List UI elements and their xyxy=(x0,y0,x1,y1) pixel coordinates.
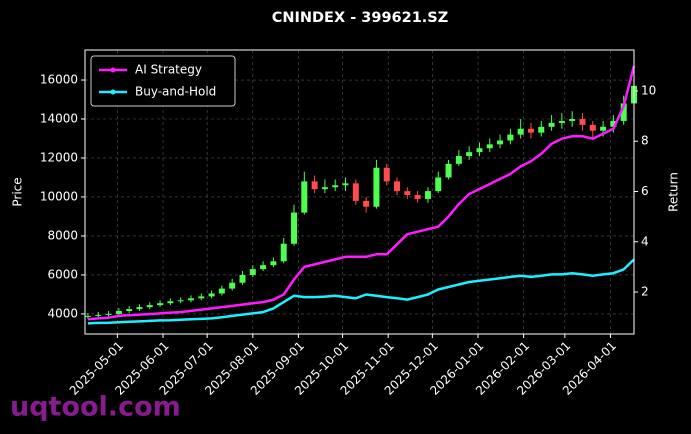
legend-frame xyxy=(90,55,236,107)
candle-body xyxy=(486,144,493,149)
candle-body xyxy=(136,307,143,310)
candle-body xyxy=(177,300,184,302)
watermark: uqtool.com xyxy=(10,392,181,423)
candle-body xyxy=(455,156,462,164)
candle-body xyxy=(620,103,627,121)
y-tick-label: 14000 xyxy=(40,112,78,126)
grid xyxy=(85,50,634,334)
candle-body xyxy=(445,163,452,178)
y-tick-label: 12000 xyxy=(40,150,78,164)
candle-body xyxy=(569,119,576,121)
candle-body xyxy=(146,305,153,308)
legend-marker xyxy=(110,67,116,73)
candle-body xyxy=(610,120,617,127)
candle-body xyxy=(476,148,483,153)
y2-axis-label: Return xyxy=(667,172,681,212)
candle-body xyxy=(363,200,370,207)
candle-body xyxy=(239,274,246,283)
candle-body xyxy=(383,167,390,182)
legend-label: AI Strategy xyxy=(135,63,202,77)
y-tick-label: 8000 xyxy=(47,228,78,242)
candle-body xyxy=(394,181,401,192)
y-tick-label: 16000 xyxy=(40,73,78,87)
candle-body xyxy=(115,310,122,314)
candle-body xyxy=(517,128,524,135)
candle-body xyxy=(600,126,607,131)
candle-body xyxy=(291,212,298,244)
candle-body xyxy=(404,191,411,196)
candle-body xyxy=(589,124,596,131)
candle-body xyxy=(579,119,586,125)
series-line xyxy=(87,258,635,325)
candle-body xyxy=(497,140,504,145)
candle-body xyxy=(218,288,225,294)
y2-tick-label: 10 xyxy=(641,83,656,97)
candle-body xyxy=(435,177,442,192)
y2-tick-label: 6 xyxy=(641,184,649,198)
candle-body xyxy=(373,167,380,207)
candle-body xyxy=(157,303,164,306)
candle-body xyxy=(321,187,328,190)
chart-title: CNINDEX - 399621.SZ xyxy=(272,10,449,26)
candle-body xyxy=(126,309,133,311)
candle-body xyxy=(424,191,431,199)
legend-label: Buy-and-Hold xyxy=(135,85,216,99)
candle-body xyxy=(249,269,256,275)
candle-body xyxy=(311,181,318,190)
candle-body xyxy=(301,181,308,213)
y-tick-label: 6000 xyxy=(47,267,78,281)
candle-body xyxy=(84,315,91,317)
candle-body xyxy=(342,183,349,186)
candle-body xyxy=(229,282,236,289)
candle-body xyxy=(414,195,421,199)
candle-body xyxy=(208,293,215,297)
candle-body xyxy=(95,314,102,316)
candle-body xyxy=(198,296,205,299)
candle-body xyxy=(332,185,339,188)
y2-tick-label: 4 xyxy=(641,234,649,248)
candle-body xyxy=(270,261,277,266)
y-axis-label: Price xyxy=(11,177,25,206)
legend-marker xyxy=(110,89,116,95)
candle-body xyxy=(105,313,112,315)
candle-body xyxy=(280,243,287,262)
series-line xyxy=(87,65,636,321)
candle-body xyxy=(507,134,514,141)
candle-body xyxy=(527,128,534,133)
y2-tick-label: 8 xyxy=(641,134,649,148)
candle-body xyxy=(558,120,565,123)
candle-body xyxy=(538,126,545,133)
y-tick-label: 10000 xyxy=(40,189,78,203)
candle-body xyxy=(352,183,359,201)
plot-frame xyxy=(84,49,635,335)
candle-body xyxy=(187,298,194,301)
y-tick-label: 4000 xyxy=(47,306,78,320)
candle-body xyxy=(260,265,267,270)
candle-body xyxy=(167,301,174,304)
candle-body xyxy=(548,122,555,127)
candle-body xyxy=(466,152,473,157)
legend: AI Strategy Buy-and-Hold xyxy=(90,55,236,107)
y2-tick-label: 2 xyxy=(641,285,649,299)
